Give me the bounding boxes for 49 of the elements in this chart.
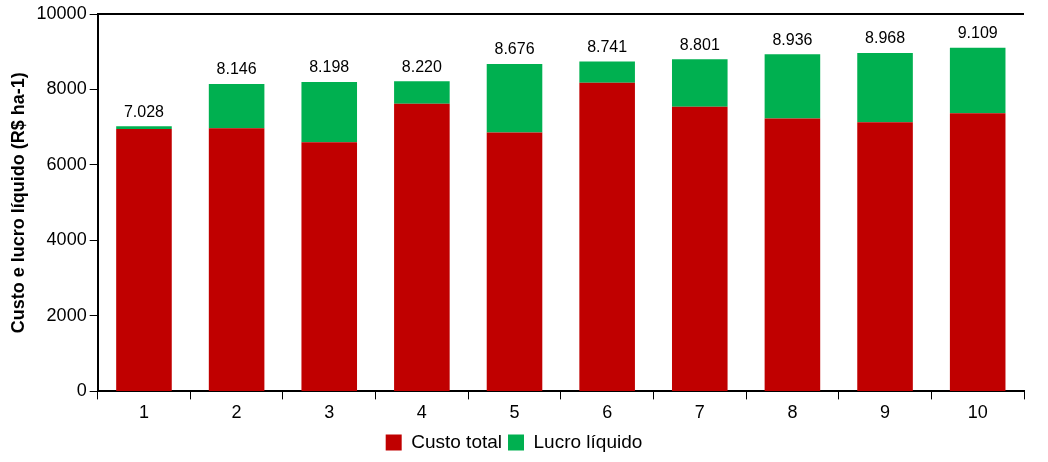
bar xyxy=(486,132,543,391)
x-tick-label: 6 xyxy=(602,402,613,423)
bar xyxy=(857,122,913,391)
legend-label: Lucro líquido xyxy=(533,430,643,452)
total-label: 9.109 xyxy=(957,24,998,42)
bar xyxy=(579,82,635,391)
total-label: 8.741 xyxy=(587,37,628,55)
total-label: 7.028 xyxy=(123,102,165,120)
bar xyxy=(486,63,543,133)
legend-label: Custo total xyxy=(411,430,503,452)
x-tick-label: 3 xyxy=(324,402,335,423)
x-tick-label: 5 xyxy=(509,402,520,423)
y-axis-title: Custo e lucro líquido (R$ ha-1) xyxy=(7,72,28,334)
bar xyxy=(394,81,450,104)
y-tick-label: 8000 xyxy=(46,78,87,99)
bar xyxy=(949,47,1006,114)
y-tick-label: 0 xyxy=(76,380,87,401)
x-tick-label: 7 xyxy=(694,402,705,423)
y-tick-label: 4000 xyxy=(46,229,87,250)
bar xyxy=(116,126,172,130)
total-label: 8.220 xyxy=(401,57,442,75)
bar xyxy=(671,106,728,391)
bar xyxy=(394,103,450,391)
bar xyxy=(301,82,358,143)
bar xyxy=(671,59,728,107)
bar xyxy=(301,142,358,391)
x-tick-label: 4 xyxy=(416,402,427,423)
bar xyxy=(949,113,1006,391)
bar xyxy=(857,52,913,123)
bar xyxy=(208,128,265,391)
total-label: 8.146 xyxy=(216,60,257,78)
y-tick-label: 2000 xyxy=(46,304,87,325)
bar xyxy=(208,83,265,129)
total-label: 8.936 xyxy=(772,30,813,48)
y-tick-label: 6000 xyxy=(46,153,87,174)
bar xyxy=(764,54,821,119)
bar xyxy=(764,118,821,391)
total-label: 8.801 xyxy=(679,35,720,53)
total-label: 8.968 xyxy=(865,29,906,47)
x-tick-label: 1 xyxy=(138,402,149,423)
x-tick-label: 2 xyxy=(231,402,242,423)
total-label: 8.676 xyxy=(494,40,535,58)
bar xyxy=(116,129,172,391)
x-tick-label: 8 xyxy=(787,402,798,423)
bar xyxy=(579,61,635,83)
x-tick-label: 10 xyxy=(967,402,988,423)
total-label: 8.198 xyxy=(309,58,350,76)
y-tick-label: 10000 xyxy=(36,2,87,23)
x-tick-label: 9 xyxy=(880,402,891,423)
